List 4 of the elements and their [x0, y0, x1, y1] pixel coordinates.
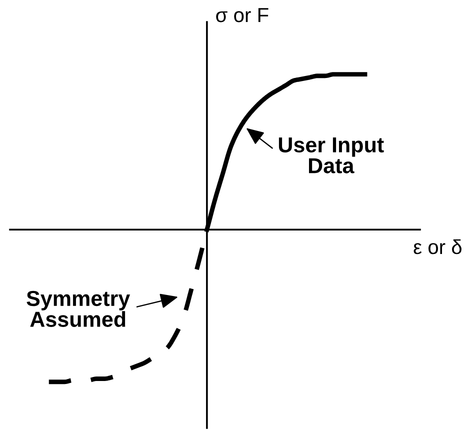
y-axis-title: σ or F	[216, 8, 268, 22]
annotation: Symmetry Assumed	[26, 290, 130, 327]
annotation: User Input Data	[278, 137, 384, 174]
x-axis-title: ε or δ	[414, 239, 462, 254]
